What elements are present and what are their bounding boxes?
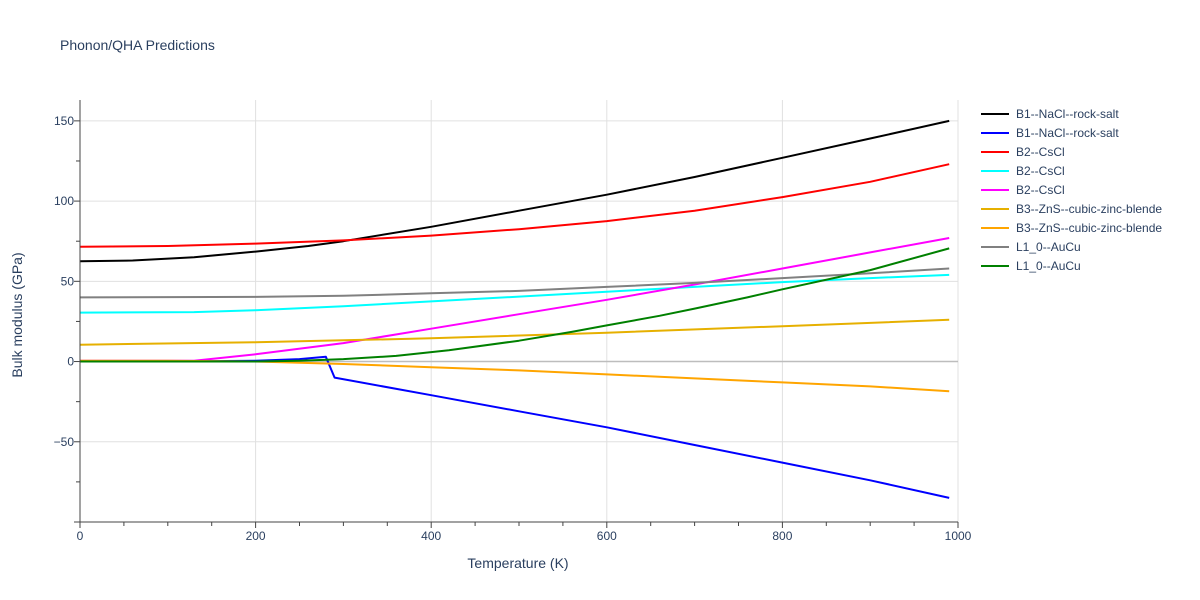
y-tick-label: −50: [54, 435, 75, 449]
x-tick-label: 200: [246, 529, 266, 543]
legend-item[interactable]: B3--ZnS--cubic-zinc-blende: [981, 202, 1162, 216]
legend-label: B1--NaCl--rock-salt: [1016, 107, 1119, 121]
legend-label: B2--CsCl: [1016, 183, 1065, 197]
y-axis-title: Bulk modulus (GPa): [9, 252, 25, 377]
legend-item[interactable]: L1_0--AuCu: [981, 240, 1081, 254]
y-tick-label: 100: [54, 194, 74, 208]
legend-label: L1_0--AuCu: [1016, 240, 1081, 254]
plot-area: [79, 119, 950, 499]
series-line-7: [80, 359, 950, 393]
legend-item[interactable]: B1--NaCl--rock-salt: [981, 126, 1119, 140]
x-tick-label: 1000: [945, 529, 972, 543]
legend-item[interactable]: L1_0--AuCu: [981, 259, 1081, 273]
series-line-9: [80, 247, 950, 363]
legend-label: B1--NaCl--rock-salt: [1016, 126, 1119, 140]
series-line-4: [79, 273, 950, 314]
x-tick-label: 800: [772, 529, 792, 543]
series-line-2: [80, 355, 950, 499]
legend-label: B3--ZnS--cubic-zinc-blende: [1016, 202, 1162, 216]
legend: B1--NaCl--rock-salt B1--NaCl--rock-salt B2…: [981, 107, 1162, 273]
legend-label: L1_0--AuCu: [1016, 259, 1081, 273]
series-line-3: [79, 163, 950, 248]
series-line-8: [79, 267, 950, 299]
legend-label: B2--CsCl: [1016, 145, 1065, 159]
legend-item[interactable]: B2--CsCl: [981, 164, 1065, 178]
series-line-6: [79, 318, 950, 346]
y-tick-label: 0: [67, 355, 74, 369]
y-tick-label: 150: [54, 114, 74, 128]
x-axis-title: Temperature (K): [467, 555, 568, 571]
legend-label: B3--ZnS--cubic-zinc-blende: [1016, 221, 1162, 235]
legend-item[interactable]: B2--CsCl: [981, 183, 1065, 197]
legend-item[interactable]: B1--NaCl--rock-salt: [981, 107, 1119, 121]
x-tick-label: 600: [597, 529, 617, 543]
x-tick-label: 0: [77, 529, 84, 543]
chart-title: Phonon/QHA Predictions: [60, 37, 215, 53]
x-tick-label: 400: [421, 529, 441, 543]
legend-item[interactable]: B3--ZnS--cubic-zinc-blende: [981, 221, 1162, 235]
y-tick-label: 50: [61, 274, 75, 288]
axes: 0 200 400 600 800 1000 −50 0 50 100 150: [54, 100, 972, 543]
legend-label: B2--CsCl: [1016, 164, 1065, 178]
legend-item[interactable]: B2--CsCl: [981, 145, 1065, 159]
series-line-1: [79, 119, 950, 263]
